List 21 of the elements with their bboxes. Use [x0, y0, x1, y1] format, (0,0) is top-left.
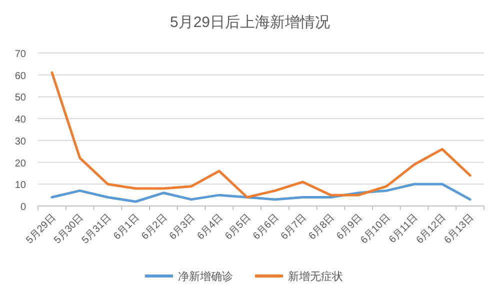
y-tick-label: 0 — [20, 202, 26, 213]
y-tick-label: 30 — [14, 136, 26, 148]
x-tick-label: 6月5日 — [223, 212, 254, 242]
x-tick-label: 6月8日 — [307, 212, 337, 242]
y-tick-label: 10 — [14, 180, 26, 192]
legend-label: 净新增确诊 — [178, 270, 233, 283]
x-tick-label: 6月6日 — [251, 212, 282, 242]
y-tick-label: 60 — [14, 70, 26, 82]
x-tick-label: 6月2日 — [140, 212, 170, 242]
y-tick-label: 50 — [14, 92, 26, 104]
chart-title: 5月29日后上海新增情况 — [170, 14, 330, 31]
y-tick-label: 70 — [14, 49, 26, 60]
y-tick-label: 40 — [14, 114, 26, 126]
legend-label: 新增无症状 — [288, 270, 343, 283]
line-series — [50, 182, 472, 203]
x-tick-label: 6月3日 — [168, 212, 198, 242]
y-tick-label: 20 — [14, 158, 26, 170]
x-tick-label: 6月1日 — [112, 212, 142, 242]
x-tick-label: 6月4日 — [196, 212, 226, 242]
line-series — [50, 71, 472, 199]
x-tick-label: 6月7日 — [279, 212, 309, 242]
